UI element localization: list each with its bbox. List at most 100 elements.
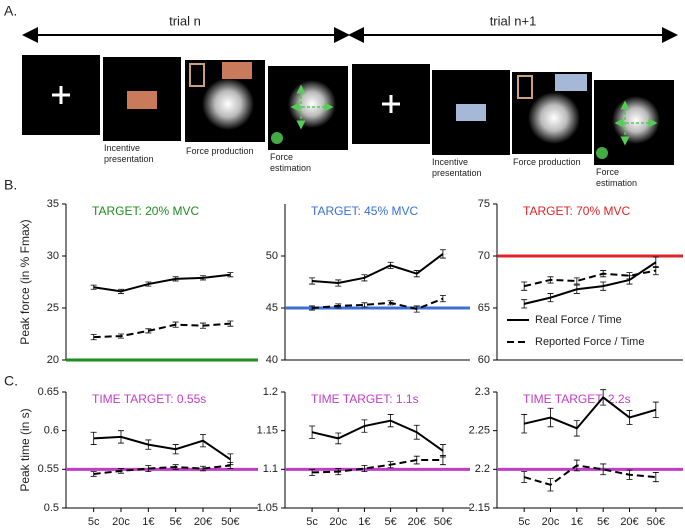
x-tick-label: 50€ (647, 516, 665, 528)
error-bar (200, 465, 206, 472)
error-bar (200, 322, 206, 329)
error-bar (600, 463, 607, 476)
series-line (311, 419, 444, 452)
trial-label: trial n (169, 13, 201, 28)
y-tick-label: 2.2 (475, 463, 490, 475)
error-bar (118, 430, 124, 444)
error-bar (335, 432, 342, 445)
error-bar (573, 420, 580, 437)
error-bar (439, 249, 446, 259)
error-bar (387, 261, 394, 269)
y-tick-label: 60 (478, 354, 490, 366)
error-bar (172, 464, 179, 470)
y-tick-label: 2.15 (469, 502, 490, 514)
x-tick-label: 5c (306, 516, 318, 528)
screen (352, 64, 430, 144)
error-bar (145, 465, 152, 473)
screen (594, 80, 674, 165)
y-tick-label: 1.05 (257, 502, 278, 514)
error-bar (413, 305, 420, 313)
y-tick-label: 0.6 (44, 425, 59, 437)
x-tick-label: 5€ (384, 516, 396, 528)
y-tick-label: 70 (478, 250, 490, 262)
x-tick-label: 1€ (571, 516, 583, 528)
x-tick-label: 20c (329, 516, 347, 528)
x-tick-label: 20c (112, 516, 130, 528)
error-bar (90, 334, 97, 341)
chart-title: TARGET: 20% MVC (92, 204, 199, 218)
x-tick-label: 5c (518, 516, 530, 528)
y-tick-label: 0.65 (38, 386, 59, 398)
screen (22, 55, 100, 135)
error-bar (387, 461, 394, 469)
error-bar (361, 274, 368, 282)
error-bar (547, 407, 554, 428)
error-bar (521, 299, 528, 309)
error-bar (361, 302, 368, 308)
error-bar (227, 272, 234, 278)
error-bar (309, 277, 316, 285)
x-tick-label: 50€ (434, 516, 452, 528)
chart-title: TIME TARGET: 1.1s (311, 392, 419, 406)
error-bar (200, 434, 206, 448)
error-bar (90, 471, 97, 477)
y-tick-label: 25 (47, 302, 59, 314)
error-bar (652, 401, 659, 418)
error-bar (547, 478, 554, 492)
error-bar (600, 270, 607, 278)
error-bar (439, 455, 446, 466)
legend-label: Reported Force / Time (535, 336, 644, 348)
y-tick-label: 1.2 (263, 386, 278, 398)
chart-title: TIME TARGET: 2.2s (523, 392, 631, 406)
y-tick-label: 35 (47, 198, 59, 210)
panel-label: A. (4, 3, 17, 19)
error-bar (361, 419, 368, 433)
error-bar (309, 305, 316, 311)
error-bar (309, 425, 316, 439)
x-tick-label: 1€ (358, 516, 370, 528)
error-bar (573, 459, 580, 472)
error-bar (573, 277, 580, 285)
y-tick-label: 45 (266, 302, 278, 314)
y-tick-label: 0.55 (38, 463, 59, 475)
series-line (93, 322, 231, 339)
x-tick-label: 5€ (170, 516, 182, 528)
caption: Force production (186, 146, 254, 156)
screen (103, 57, 181, 141)
screen (432, 70, 510, 155)
error-bar (309, 468, 316, 476)
error-bar (652, 266, 659, 276)
chart-title: TIME TARGET: 0.55s (92, 392, 206, 406)
error-bar (626, 469, 633, 480)
error-bar (413, 455, 420, 465)
x-tick-label: 20€ (194, 516, 212, 528)
error-bar (172, 444, 179, 455)
x-tick-label: 50€ (221, 516, 239, 528)
screen (185, 60, 265, 142)
series-line (93, 435, 231, 461)
error-bar (521, 281, 528, 291)
error-bar (521, 471, 528, 483)
trial-label: trial n+1 (490, 13, 537, 28)
error-bar (335, 468, 342, 476)
panel-label: C. (4, 373, 18, 389)
series-line (312, 253, 444, 285)
chart-title: TARGET: 45% MVC (311, 204, 418, 218)
y-tick-label: 0.5 (44, 502, 59, 514)
y-tick-label: 30 (47, 250, 59, 262)
error-bar (172, 321, 179, 328)
caption: Incentive presentation (432, 157, 482, 178)
error-bar (652, 256, 659, 268)
error-bar (145, 281, 152, 287)
series-line (523, 269, 657, 288)
error-bar (521, 414, 528, 434)
x-tick-label: 5c (88, 516, 100, 528)
error-bar (387, 414, 394, 428)
y-tick-label: 2.25 (469, 425, 490, 437)
error-bar (227, 461, 234, 469)
error-bar (626, 272, 633, 280)
error-bar (547, 293, 554, 303)
y-tick-label: 1.15 (257, 425, 278, 437)
x-tick-label: 20c (542, 516, 560, 528)
error-bar (227, 320, 234, 327)
